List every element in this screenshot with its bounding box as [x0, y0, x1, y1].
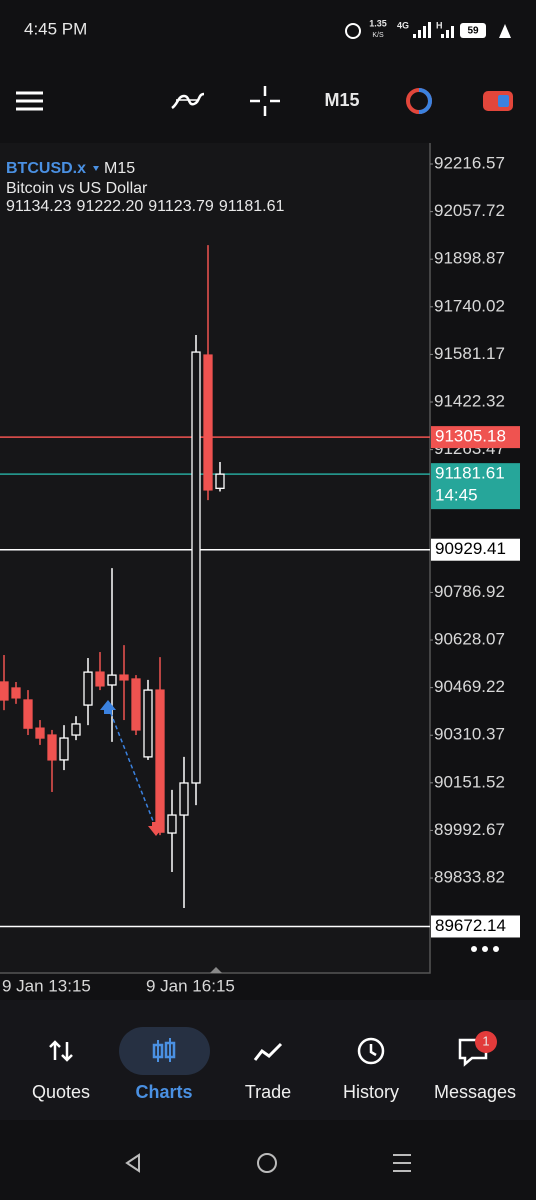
plot [0, 245, 430, 928]
trade-signals-button[interactable] [406, 88, 432, 114]
candle-body [215, 473, 225, 489]
x-tick-label: 9 Jan 16:15 [146, 976, 235, 995]
network-h: H [436, 20, 443, 30]
candle-body [143, 689, 153, 758]
candle-body [107, 674, 117, 686]
recents-button[interactable] [393, 1154, 411, 1172]
price-line-label-bg [431, 915, 520, 938]
tabs: Quotes Charts Trade History Messages [32, 1082, 516, 1102]
scroll-handle[interactable] [210, 967, 222, 973]
ohlc-value: 91134.23 [6, 198, 72, 215]
tab-label[interactable]: Trade [245, 1082, 291, 1102]
symbol-dropdown[interactable] [93, 166, 99, 171]
menu-button[interactable] [16, 91, 43, 111]
tab-label[interactable]: History [343, 1082, 399, 1102]
bottom-nav [0, 1000, 536, 1120]
y-tick-label: 91581.17 [434, 344, 505, 363]
candle-body [35, 727, 45, 739]
candle-body [11, 687, 21, 699]
tab-label[interactable]: Quotes [32, 1082, 90, 1102]
candle-body [23, 699, 33, 729]
candle-body [191, 351, 201, 784]
indicators-button[interactable] [171, 92, 205, 110]
y-tick-label: 90469.22 [434, 677, 505, 696]
system-nav [125, 1153, 411, 1173]
trade-markers [100, 700, 164, 836]
ohlc-value: 91181.61 [219, 198, 285, 215]
y-tick-label: 89992.67 [434, 820, 505, 839]
price-line-label: 90929.41 [435, 539, 506, 558]
crosshair-button[interactable] [250, 86, 280, 116]
candle-body [131, 678, 141, 731]
price-line-label-bg [431, 538, 520, 561]
ohlc-value: 91222.20 [77, 198, 144, 215]
price-line-label-bg [431, 426, 520, 449]
candle-body [0, 681, 9, 701]
account-button[interactable] [483, 91, 513, 111]
chart-border [0, 143, 431, 974]
tab-label[interactable]: Charts [135, 1082, 192, 1102]
y-tick-label: 90151.52 [434, 772, 505, 791]
x-tick-label: 9 Jan 13:15 [2, 976, 91, 995]
y-tick-label: 92057.72 [434, 201, 505, 220]
ohlc-value: 91123.79 [148, 198, 214, 215]
messages-badge: 1 [482, 1033, 489, 1048]
candle-body [59, 737, 69, 761]
candle-body [167, 814, 177, 834]
tab-label[interactable]: Messages [434, 1082, 516, 1102]
net-speed-unit: K/S [372, 32, 384, 39]
y-tick-label: 90628.07 [434, 630, 505, 649]
battery-level: 59 [467, 26, 479, 37]
active-tab-highlight [119, 1027, 210, 1075]
symbol[interactable]: BTCUSD.x [6, 160, 86, 177]
home-button[interactable] [257, 1153, 277, 1173]
price-line-label-bg [431, 463, 520, 510]
candle-body [203, 354, 213, 491]
y-tick-label: 91422.32 [434, 391, 505, 410]
more-button[interactable] [471, 946, 499, 952]
status-icons: 1.35 K/S 4G H 59 [345, 18, 511, 39]
chart-timeframe: M15 [104, 160, 135, 177]
net-speed: 1.35 [369, 18, 387, 28]
y-tick-label: 91898.87 [434, 249, 505, 268]
back-button[interactable] [125, 1153, 140, 1173]
candle-body [71, 723, 81, 736]
candle-body [155, 689, 165, 833]
bar-countdown: 14:45 [435, 486, 478, 505]
candle-body [119, 674, 129, 681]
candle-body [47, 734, 57, 761]
chart-area [0, 143, 430, 973]
tab-icons [49, 1031, 497, 1067]
candle-body [95, 671, 105, 687]
ohlc-header: 91134.23 91222.20 91123.79 91181.61 [6, 198, 284, 215]
candle-body [83, 671, 93, 706]
y-tick-label: 89833.82 [434, 868, 505, 887]
y-tick-label: 90786.92 [434, 582, 505, 601]
candle-body [179, 782, 189, 816]
network-type: 4G [397, 20, 409, 30]
timeframe-button[interactable]: M15 [324, 90, 359, 110]
price-line-label: 91181.61 [435, 464, 505, 483]
symbol-description: Bitcoin vs US Dollar [6, 180, 148, 197]
y-tick-label: 90310.37 [434, 725, 505, 744]
price-line-label: 91305.18 [435, 427, 506, 446]
clock: 4:45 PM [24, 19, 87, 38]
y-tick-label: 92216.57 [434, 153, 505, 172]
price-line-label: 89672.14 [435, 916, 506, 935]
y-tick-label: 91740.02 [434, 296, 505, 315]
